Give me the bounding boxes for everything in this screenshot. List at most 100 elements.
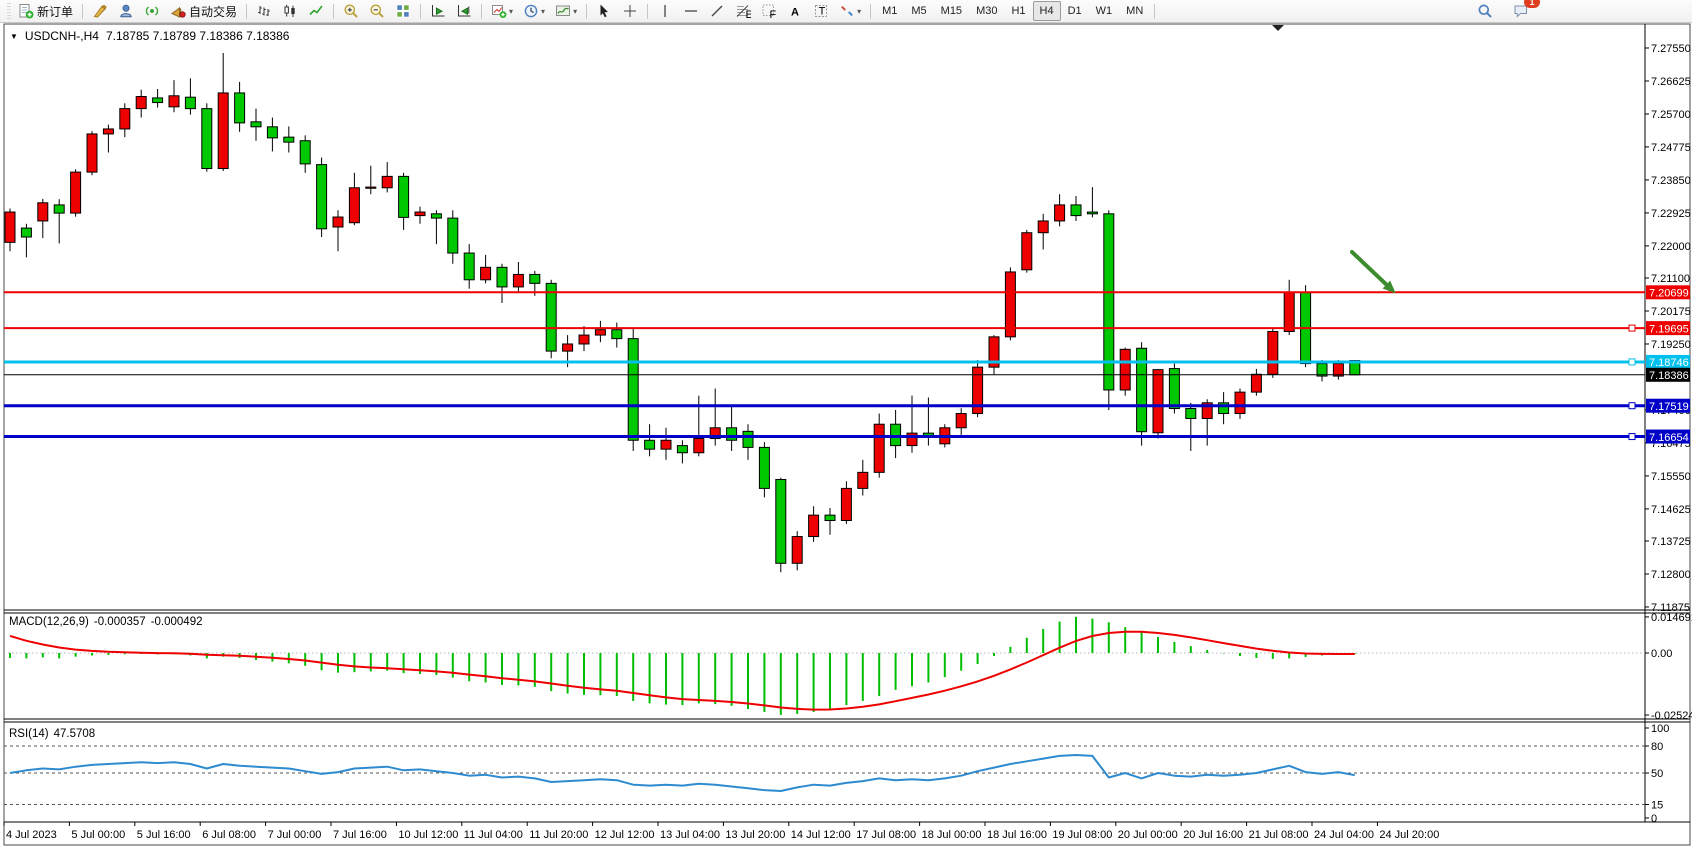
candle-body [512,273,524,288]
equidistant-grid-button[interactable]: F [756,0,782,22]
trend-arrow-annotation[interactable] [1350,250,1392,290]
y-axis-tick-label: 7.25700 [1651,109,1691,121]
chart-title: ▼ USDCNH-,H4 7.18785 7.18789 7.18386 7.1… [10,29,289,43]
candle-body [1316,363,1328,377]
chart-shift-marker[interactable] [1272,25,1284,31]
svg-text:F: F [770,9,777,19]
search-button[interactable] [1472,0,1498,22]
chevron-down-icon[interactable]: ▾ [541,6,546,16]
candle-body [283,136,295,143]
new-chart-icon [492,5,507,18]
candle-body [676,445,688,454]
timeframe-D1-button[interactable]: D1 [1067,5,1082,17]
timeframe-M5-button[interactable]: M5 [911,5,927,17]
new-chart-button[interactable]: ▾ [486,0,518,22]
level-line-handle[interactable] [1628,358,1636,366]
periods-button[interactable]: ▾ [518,0,550,22]
timeframe-M15-button[interactable]: M15 [940,5,963,17]
tile-windows-button[interactable] [390,0,416,22]
chevron-down-icon[interactable]: ▾ [857,6,862,16]
timeframe-M30-button[interactable]: M30 [976,5,998,17]
y-axis-tick-label: 7.26625 [1651,76,1691,88]
price-badge [1646,354,1690,369]
autotrading-icon [171,7,186,18]
toolbar-grip[interactable] [7,3,11,19]
candle-body [102,128,114,135]
candle-body [365,186,377,189]
trendline-button[interactable] [704,0,730,22]
level-line-handle[interactable] [1628,402,1636,410]
timeframe-H4-button[interactable]: H4 [1032,1,1061,21]
auto-scroll-button[interactable] [425,0,451,22]
candle-body [234,92,246,124]
cursor-button[interactable] [591,0,617,22]
candle-body [644,439,656,450]
candle-body [414,211,426,217]
toolbar-separator [1154,3,1156,19]
fibonacci-icon: E [736,5,751,19]
new-order-button-label: 新订单 [37,4,74,19]
candle-body [1218,402,1230,415]
rsi-axis-label: 15 [1651,800,1663,812]
candle-body [152,97,164,104]
bar-chart-button[interactable] [251,0,277,22]
horizontal-line-button[interactable] [678,0,704,22]
zoom-in-icon [344,4,358,18]
chat-button[interactable]: 1 [1508,0,1540,22]
price-badge-label: 7.18386 [1649,370,1689,382]
time-axis-label: 13 Jul 04:00 [660,829,720,841]
vertical-line-button[interactable] [652,0,678,22]
toolbar-separator [333,3,335,19]
candle-body [578,334,590,345]
chevron-down-icon[interactable]: ▾ [509,6,514,16]
level-line-handle[interactable] [1628,324,1636,332]
timeframe-W1-button[interactable]: W1 [1095,5,1113,17]
rsi-axis-label: 50 [1651,768,1663,780]
trendline-icon [711,5,723,17]
y-axis-tick-label: 7.15550 [1651,471,1691,483]
candle-body [53,204,65,214]
metaeditor-button[interactable] [87,0,113,22]
chart-shift-button[interactable] [451,0,477,22]
y-axis-tick-label: 7.27550 [1651,43,1691,55]
rsi-axis-label: 80 [1651,741,1663,753]
text-label-button[interactable]: T [808,0,834,22]
candlestick-chart-button[interactable] [277,0,303,22]
zoom-out-button[interactable] [364,0,390,22]
timeframe-M1-button[interactable]: M1 [882,5,898,17]
crosshair-button[interactable] [617,0,643,22]
signals-button[interactable] [139,0,165,22]
y-axis-tick-label: 7.21100 [1651,273,1690,285]
y-axis-tick-label: 7.12800 [1651,569,1691,581]
rsi-line [9,754,1355,792]
line-chart-button[interactable] [303,0,329,22]
candle-body [4,211,16,243]
chart-shift-icon [458,5,471,17]
text-button[interactable]: A [782,0,808,22]
arrows-button[interactable]: ▾ [834,0,866,22]
timeframe-MN-button[interactable]: MN [1126,5,1144,17]
time-axis-label: 11 Jul 04:00 [464,829,523,841]
templates-button[interactable]: ▾ [550,0,582,22]
community-button[interactable] [113,0,139,22]
autotrading-button[interactable]: 自动交易 [165,0,242,22]
bar-chart-icon [258,6,270,16]
toolbar-separator [481,3,483,19]
one-click-trading-collapse-icon[interactable]: ▼ [10,31,18,41]
editor-icon [93,4,107,18]
chevron-down-icon[interactable]: ▾ [573,6,578,16]
price-badge [1646,321,1690,336]
candle-body [398,175,410,218]
price-badge [1646,285,1690,300]
notification-badge: 1 [1524,0,1540,8]
new-order-button[interactable]: 新订单 [13,0,78,22]
ohlc-readout: 7.18785 7.18789 7.18386 7.18386 [105,29,290,43]
zoom-in-button[interactable] [338,0,364,22]
fibonacci-button[interactable]: E [730,0,756,22]
level-line-handle[interactable] [1628,433,1636,441]
svg-text:T: T [819,6,826,18]
candle-body [1234,391,1246,415]
timeframe-H1-button[interactable]: H1 [1011,5,1026,17]
candle-body [1267,330,1279,375]
